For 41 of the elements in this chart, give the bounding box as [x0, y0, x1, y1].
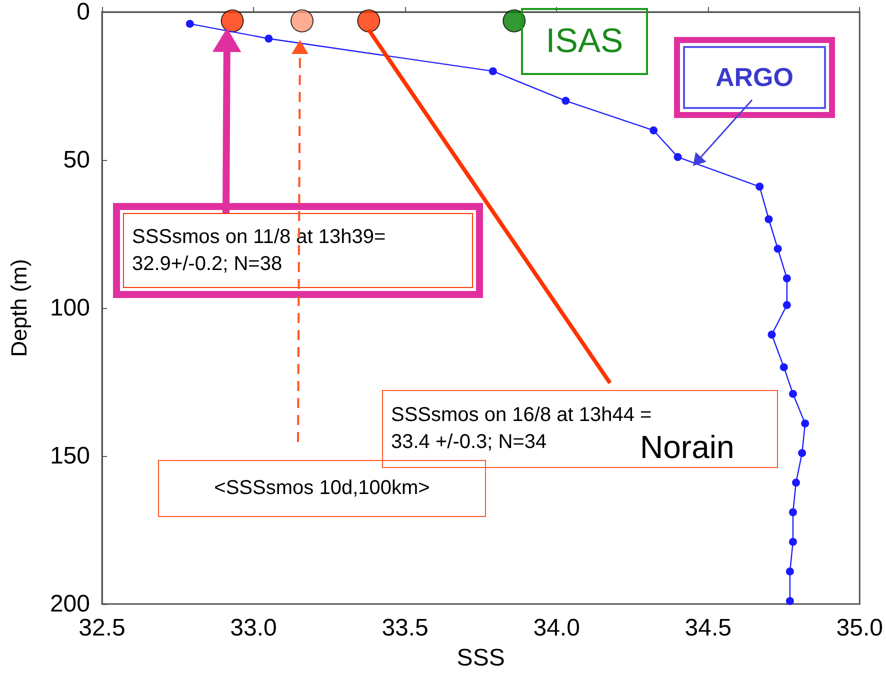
point: [788, 538, 797, 546]
point: [756, 182, 764, 191]
point: [220, 9, 244, 32]
point: [502, 9, 526, 32]
annotation: <SSSsmos 10d,100km>: [214, 477, 430, 499]
point: [290, 9, 314, 32]
x-tick-label: 33.0: [230, 614, 277, 642]
point: [650, 126, 658, 134]
y-axis-title: Depth (m): [6, 259, 32, 357]
point: [264, 34, 273, 43]
y-tick-label: 50: [63, 146, 90, 174]
point: [782, 274, 791, 282]
point: [792, 478, 800, 487]
point: [786, 597, 794, 606]
point: [357, 9, 380, 32]
point: [798, 449, 806, 458]
point: [186, 20, 194, 28]
point: [788, 390, 797, 398]
annotation: ISAS: [546, 22, 624, 60]
x-tick-label: 35.0: [836, 614, 884, 642]
y-tick-label: 150: [50, 442, 90, 470]
point: [768, 330, 776, 339]
point: [786, 567, 794, 576]
y-tick-label: 100: [50, 294, 90, 322]
y-tick-label: 200: [50, 590, 90, 618]
x-tick-label: 34.0: [533, 614, 580, 642]
point: [764, 215, 773, 224]
point: [562, 96, 570, 105]
annotation: ARGO: [716, 60, 794, 94]
point: [788, 508, 797, 516]
point: [780, 363, 788, 372]
y-tick-label: 0: [76, 0, 90, 26]
x-axis-title: SSS: [456, 644, 505, 672]
x-tick-label: 32.5: [78, 614, 126, 642]
point: [488, 67, 497, 76]
x-tick-label: 33.5: [382, 614, 428, 642]
point: [774, 244, 782, 253]
x-tick-label: 34.5: [684, 614, 732, 642]
point: [782, 301, 791, 310]
point: [674, 153, 682, 162]
point: [801, 419, 810, 428]
